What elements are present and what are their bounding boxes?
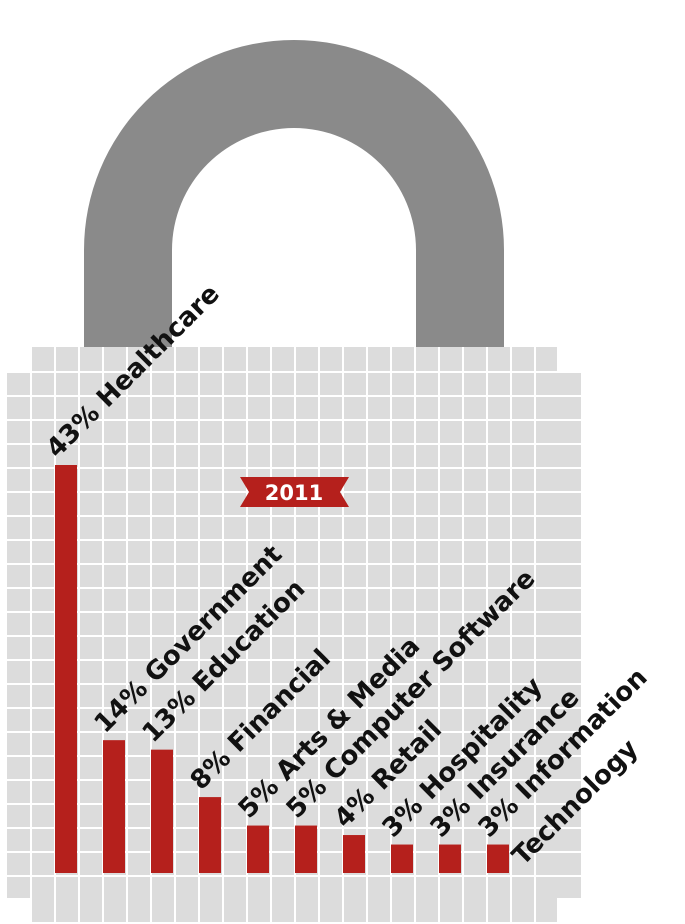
bar-education <box>151 749 173 873</box>
bar-insurance <box>439 844 461 873</box>
bar-arts-media <box>247 825 269 873</box>
lock-body-grid <box>7 347 581 922</box>
bar-healthcare <box>55 465 77 873</box>
padlock-shackle <box>84 40 504 350</box>
bar-hospitality <box>391 844 413 873</box>
bar-financial <box>199 797 221 873</box>
bar-computer-software <box>295 825 317 873</box>
bar-retail <box>343 835 365 873</box>
bars <box>55 465 509 873</box>
bar-information-technology <box>487 844 509 873</box>
bar-government <box>103 740 125 873</box>
year-badge: 2011 <box>240 477 349 507</box>
year-badge-ribbon <box>240 477 349 507</box>
year-badge-text: 2011 <box>265 481 323 505</box>
